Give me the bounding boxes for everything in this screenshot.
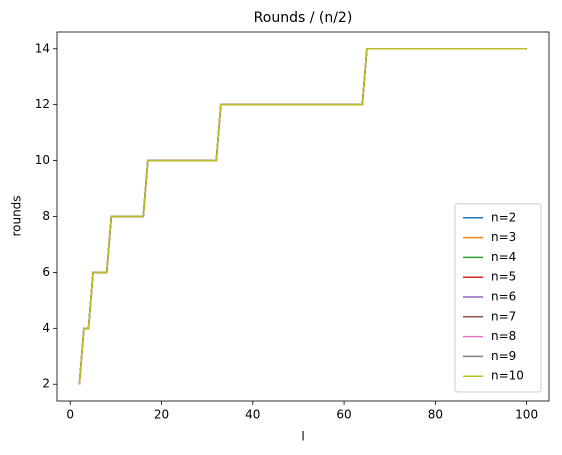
legend-label: n=10 [491,369,524,383]
x-tick-label: 20 [154,408,169,422]
legend-box [454,203,542,393]
x-tick-label: 0 [66,408,74,422]
legend-label: n=4 [491,250,516,264]
axes-frame [56,31,550,402]
legend-label: n=3 [491,230,516,244]
series-line [78,48,527,385]
x-axis-label: l [301,430,304,444]
legend-label: n=9 [491,349,516,363]
x-tick-label: 60 [336,408,351,422]
legend-label: n=7 [491,309,516,323]
x-tick-label: 40 [245,408,260,422]
legend-label: n=2 [491,210,516,224]
y-tick-label: 12 [35,97,50,111]
y-tick-label: 6 [42,265,50,279]
y-tick-label: 2 [42,377,50,391]
y-tick-label: 10 [35,153,50,167]
y-tick-label: 14 [35,41,50,55]
y-axis-label: rounds [10,195,24,236]
x-tick-label: 80 [428,408,443,422]
y-tick-label: 8 [42,209,50,223]
y-tick-label: 4 [42,321,50,335]
legend-label: n=6 [491,290,516,304]
legend-label: n=8 [491,329,516,343]
legend-label: n=5 [491,270,516,284]
x-tick-label: 100 [515,408,538,422]
chart-title: Rounds / (n/2) [254,10,353,26]
